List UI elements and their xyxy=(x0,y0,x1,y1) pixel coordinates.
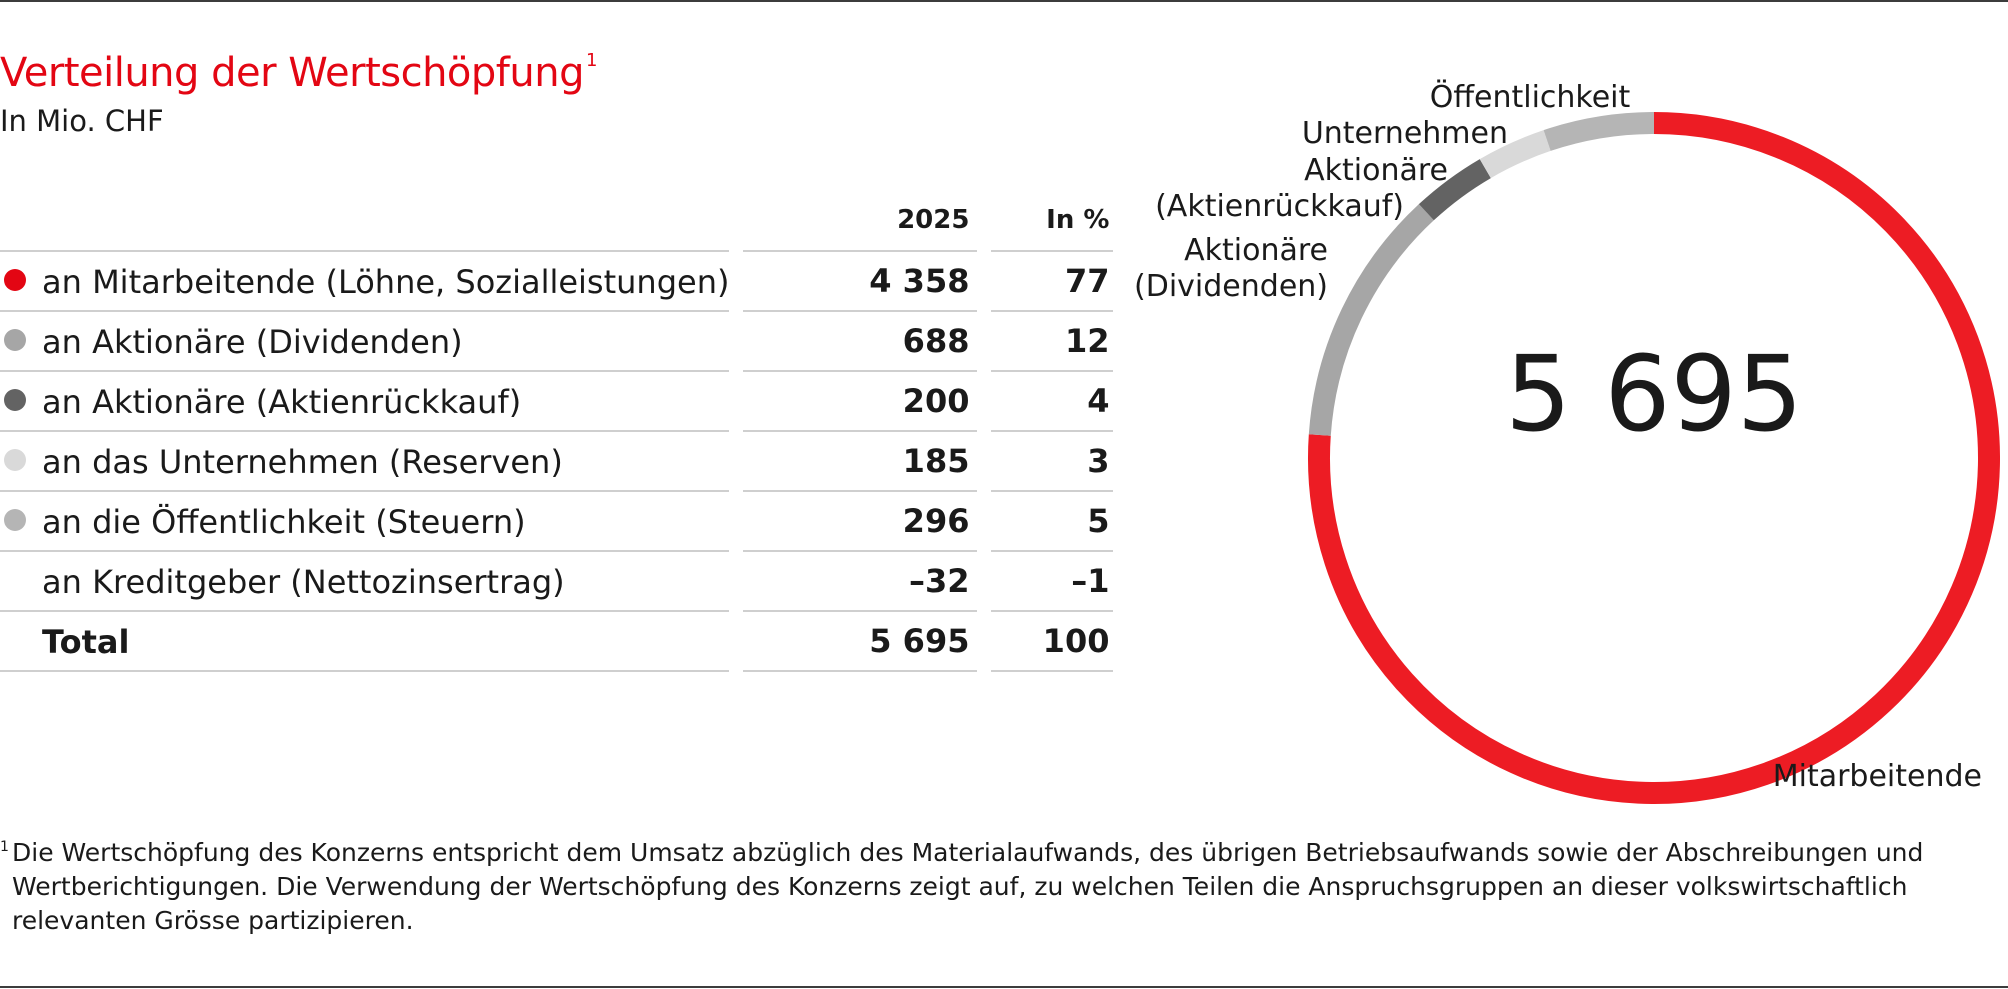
legend-dot-mid-grey xyxy=(4,509,26,531)
donut-slice-öffentlichkeit xyxy=(1543,112,1655,151)
donut-center-total: 5 695 xyxy=(1505,333,1803,455)
label-dividenden-line1: Aktionäre xyxy=(1184,233,1328,268)
row-label: an die Öffentlichkeit (Steuern) xyxy=(42,503,526,541)
legend-dot-red xyxy=(4,269,26,291)
row-percent: 77 xyxy=(991,250,1114,310)
row-percent: 4 xyxy=(991,370,1114,430)
label-dividenden-line2: (Dividenden) xyxy=(1134,269,1328,304)
legend-dot-grey xyxy=(4,329,26,351)
title-footnote-mark: 1 xyxy=(585,50,597,71)
table-row: an Aktionäre (Aktienrückkauf) 200 4 xyxy=(0,370,1114,430)
donut-slice-aktionäre-dividenden xyxy=(1308,204,1434,436)
table-row: an Aktionäre (Dividenden) 688 12 xyxy=(0,310,1114,370)
total-percent: 100 xyxy=(991,610,1114,672)
row-value: 4 358 xyxy=(743,250,978,310)
footnote-text: Die Wertschöpfung des Konzerns entsprich… xyxy=(12,838,1924,935)
footnote: 1 Die Wertschöpfung des Konzerns entspri… xyxy=(0,836,1990,938)
row-percent: –1 xyxy=(991,550,1114,610)
label-unternehmen: Unternehmen xyxy=(1302,116,1508,151)
row-value: 688 xyxy=(743,310,978,370)
table-header: 2025 In % xyxy=(0,190,1113,250)
row-percent: 5 xyxy=(991,490,1114,550)
donut-slice-aktionäre-aktienrückkauf xyxy=(1418,159,1491,221)
row-value: 200 xyxy=(743,370,978,430)
table-row: an Kreditgeber (Nettozinsertrag) –32 –1 xyxy=(0,550,1114,610)
table-row: an das Unternehmen (Reserven) 185 3 xyxy=(0,430,1114,490)
donut-slice-unternehmen xyxy=(1479,130,1551,179)
legend-dot-empty xyxy=(4,569,26,591)
row-percent: 3 xyxy=(991,430,1114,490)
label-aktienrueckkauf-line2: (Aktienrückkauf) xyxy=(1155,189,1404,224)
top-rule xyxy=(0,0,2008,2)
table-row: an die Öffentlichkeit (Steuern) 296 5 xyxy=(0,490,1114,550)
row-label: an Mitarbeitende (Löhne, Sozialleistunge… xyxy=(42,263,730,301)
row-label: an das Unternehmen (Reserven) xyxy=(42,443,563,481)
row-label: an Kreditgeber (Nettozinsertrag) xyxy=(42,563,565,601)
label-mitarbeitende: Mitarbeitende xyxy=(1773,759,1982,794)
row-value: –32 xyxy=(743,550,978,610)
total-value: 5 695 xyxy=(743,610,978,672)
chart-subtitle: In Mio. CHF xyxy=(0,104,164,138)
row-percent: 12 xyxy=(991,310,1114,370)
table-total-row: Total 5 695 100 xyxy=(0,610,1114,672)
row-value: 296 xyxy=(743,490,978,550)
table-row: an Mitarbeitende (Löhne, Sozialleistunge… xyxy=(0,250,1114,310)
row-value: 185 xyxy=(743,430,978,490)
value-table: 2025 In % an Mitarbeitende (Löhne, Sozia… xyxy=(0,190,1114,672)
label-oeffentlichkeit: Öffentlichkeit xyxy=(1430,79,1631,115)
donut-slice-mitarbeitende xyxy=(1308,112,2000,804)
total-label: Total xyxy=(42,623,130,661)
chart-title: Verteilung der Wertschöpfung 1 xyxy=(0,50,597,96)
bottom-rule xyxy=(0,986,2008,988)
legend-dot-light-grey xyxy=(4,449,26,471)
row-label: an Aktionäre (Dividenden) xyxy=(42,323,463,361)
label-aktienrueckkauf-line1: Aktionäre xyxy=(1304,153,1448,188)
column-header-year: 2025 xyxy=(897,205,970,235)
legend-dot-dark-grey xyxy=(4,389,26,411)
footnote-mark: 1 xyxy=(0,839,9,855)
row-label: an Aktionäre (Aktienrückkauf) xyxy=(42,383,522,421)
donut-chart: 5 695 Öffentlichkeit Unternehmen Aktionä… xyxy=(1134,79,2000,804)
column-header-percent: In % xyxy=(1046,205,1110,235)
